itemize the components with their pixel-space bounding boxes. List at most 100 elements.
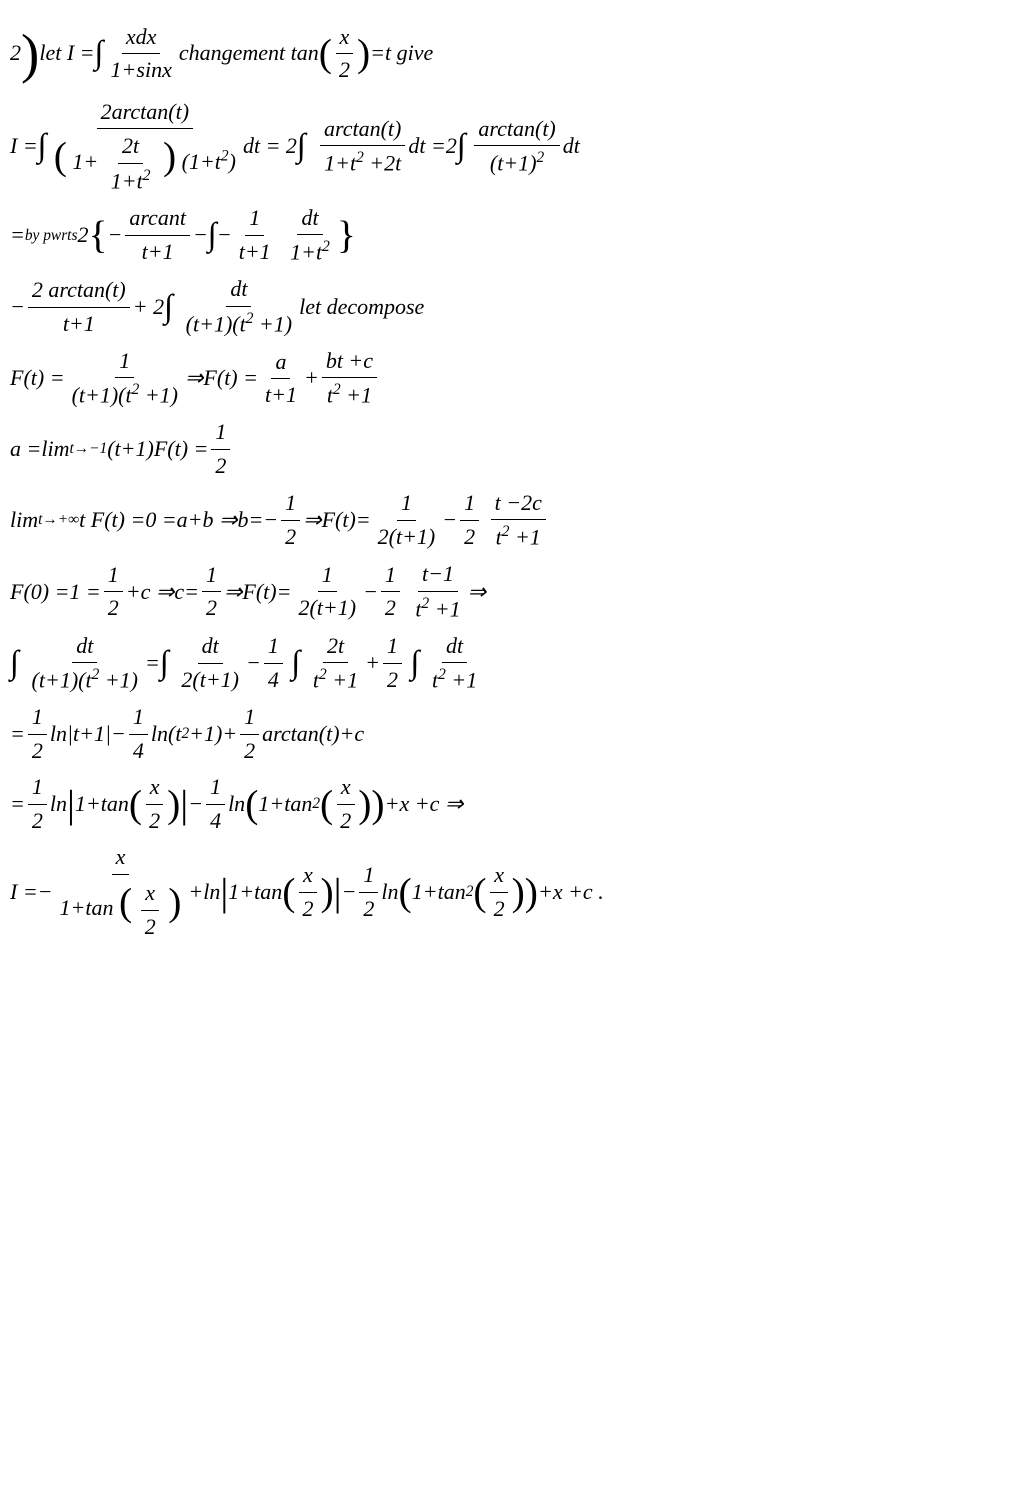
text: arctan(t)+c [262,720,364,749]
brace: { [88,210,107,261]
text: − [217,221,232,250]
fraction: 1 4 [206,773,225,835]
text: + 2 [133,293,164,322]
denominator: (t+1)2 [486,146,548,178]
fraction: 1 2 [359,861,378,923]
text: ⇒F(t) = [185,364,258,393]
text: − [188,790,203,819]
fraction: 1 2(t+1) [294,561,360,623]
math-line-12: I =− x 1+tan ( x 2 ) +ln | 1+tan ( x 2 )… [10,843,1018,941]
text: = [10,720,25,749]
fraction: bt +c t2 +1 [322,347,377,411]
fraction: 1 2(t+1) [374,489,440,551]
fraction: dt t2 +1 [428,632,481,696]
brace: } [337,210,356,261]
paren: ( [245,779,258,830]
fraction: 1 4 [264,632,283,694]
fraction: t−1 t2 +1 [411,560,464,624]
math-line-6: a =lim t→−1 (t+1)F(t) = 1 2 [10,418,1018,480]
text: 1+tan [75,790,129,819]
paren: ) [358,779,371,830]
text: = [10,790,25,819]
subscript: t→+∞ [38,510,79,530]
math-line-8: F(0) =1 = 1 2 +c ⇒c= 1 2 ⇒F(t)= 1 2(t+1)… [10,560,1018,624]
integral-icon: ∫ [95,32,104,75]
paren: ( [473,867,486,918]
text: ln(t [151,720,182,749]
fraction: x 2 [490,861,509,923]
denominator: 1+sinx [107,54,176,85]
text: lim [10,506,38,535]
text: t F(t) =0 =a+b ⇒b=− [79,506,278,535]
denominator: 2 [335,54,354,85]
paren: ( [320,779,333,830]
fraction: 1 2 [240,703,259,765]
text: = [10,221,25,250]
text: =t give [370,39,433,68]
text: +x +c . [538,878,604,907]
text: +x +c ⇒ [385,790,464,819]
text: − [363,578,378,607]
text: +ln [188,878,220,907]
fraction: arctan(t) 1+t2 +2t [320,115,405,179]
numerator: 2arctan(t) [97,98,193,130]
numerator: arctan(t) [320,115,405,147]
paren: ) [371,779,384,830]
math-line-7: lim t→+∞ t F(t) =0 =a+b ⇒b=− 1 2 ⇒F(t)= … [10,489,1018,553]
math-line-5: F(t) = 1 (t+1)(t2 +1) ⇒F(t) = a t+1 + bt… [10,347,1018,411]
fraction: x 2 [336,773,355,835]
text: +1)+ [189,720,237,749]
bar: | [180,779,188,830]
numerator: x [336,23,354,55]
bar: | [334,867,342,918]
fraction: a t+1 [261,348,301,410]
subscript: by pwrts [25,226,78,246]
text: 1+tan [412,878,466,907]
fraction: dt 1+t2 [286,204,334,268]
fraction: 2 arctan(t) t+1 [28,276,130,338]
integral-icon: ∫ [38,125,47,168]
text: ln [50,790,67,819]
text: ln [228,790,245,819]
fraction: 1 2 [28,773,47,835]
fraction: dt (t+1)(t2 +1) [182,275,296,339]
math-line-1: 2 ) let I = ∫ xdx 1+sinx changement tan … [10,18,1018,90]
superscript: 2 [312,794,320,814]
numerator: xdx [122,23,161,55]
text: F(0) =1 = [10,578,101,607]
text: + [365,649,380,678]
text: − [107,221,122,250]
fraction: dt 2(t+1) [177,632,243,694]
math-line-10: = 1 2 ln|t+1|− 1 4 ln(t 2 +1)+ 1 2 arcta… [10,703,1018,765]
text: − [193,221,208,250]
fraction: 1 2 [383,632,402,694]
fraction: arcant t+1 [125,204,190,266]
paren: ( [129,779,142,830]
fraction: 1 4 [129,703,148,765]
text: let I = [39,39,94,68]
fraction: arctan(t) (t+1)2 [474,115,559,179]
text: ⇒F(t)= [224,578,291,607]
paren: ) [357,28,370,79]
fraction: 1 2 [202,561,221,623]
text: F(t) = [10,364,65,393]
text: let decompose [299,293,424,322]
fraction: 1 2 [381,561,400,623]
text: changement tan [179,39,319,68]
integral-icon: ∫ [297,125,306,168]
text: − [10,293,25,322]
fraction: xdx 1+sinx [107,23,176,85]
fraction: x 2 [145,773,164,835]
fraction: 1 2 [281,489,300,551]
text: I =− [10,878,53,907]
text: 2 [10,39,21,68]
numerator: arctan(t) [474,115,559,147]
text: 1+tan [228,878,282,907]
paren: ( [282,867,295,918]
paren: ) [512,867,525,918]
fraction: 1 2 [211,418,230,480]
paren: ) [320,867,333,918]
superscript: 2 [466,882,474,902]
text: dt =2 [408,132,456,161]
text: ln|t+1|− [50,720,126,749]
